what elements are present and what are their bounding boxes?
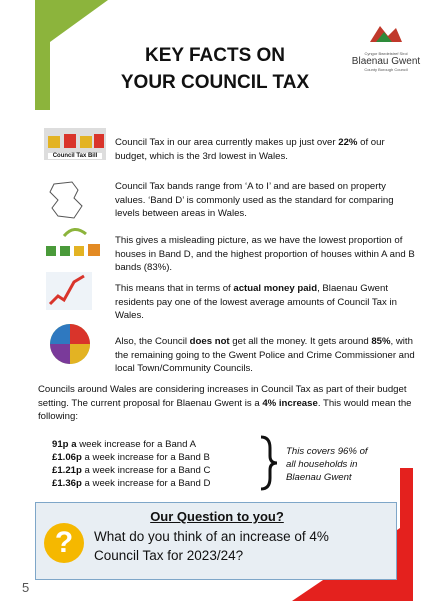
bold-text: 4% increase xyxy=(262,398,317,409)
icon-bill: Council Tax Bill xyxy=(44,128,106,160)
icon-label: Council Tax Bill xyxy=(48,153,102,159)
logo-bottom: County Borough Council xyxy=(350,67,422,72)
houses xyxy=(44,128,106,148)
icon-houses xyxy=(44,222,106,262)
page: KEY FACTS ON YOUR COUNCIL TAX Cyngor Bwr… xyxy=(0,0,427,601)
brace xyxy=(258,434,280,492)
item-text: This gives a misleading picture, as we h… xyxy=(115,234,415,275)
item-text: Also, the Council does not get all the m… xyxy=(115,335,415,376)
note: This covers 96% of all households in Bla… xyxy=(286,445,376,484)
bold-text: actual money paid xyxy=(233,283,317,294)
text: week increase for a Band A xyxy=(77,439,196,450)
logo-name: Blaenau Gwent xyxy=(350,56,422,67)
text: a week increase for a Band B xyxy=(82,452,210,463)
item-text: Council Tax bands range from ‘A to I’ an… xyxy=(115,180,415,221)
bold-text: 22% xyxy=(338,137,357,148)
icon-pie xyxy=(44,320,96,366)
title-line: YOUR COUNCIL TAX xyxy=(100,69,330,96)
increase: £1.36p a week increase for a Band D xyxy=(52,477,210,490)
text: Council Tax bands range from ‘A to I’ an… xyxy=(115,181,394,219)
amount: £1.36p xyxy=(52,478,82,489)
question-text: What do you think of an increase of 4% C… xyxy=(94,527,334,565)
page-number: 5 xyxy=(22,580,29,595)
logo-mark xyxy=(366,22,406,46)
text: This gives a misleading picture, as we h… xyxy=(115,235,415,273)
bold-text: does not xyxy=(190,336,230,347)
question-box: ? Our Question to you? What do you think… xyxy=(35,502,397,580)
text: a week increase for a Band C xyxy=(82,465,211,476)
intro: Councils around Wales are considering in… xyxy=(38,383,413,424)
increase: £1.06p a week increase for a Band B xyxy=(52,451,210,464)
item-text: Council Tax in our area currently makes … xyxy=(115,136,415,163)
amount: 91p a xyxy=(52,439,77,450)
icon-wales-map xyxy=(44,178,94,222)
amount: £1.21p xyxy=(52,465,82,476)
bold-text: 85% xyxy=(371,336,390,347)
increase: 91p a week increase for a Band A xyxy=(52,438,210,451)
amount: £1.06p xyxy=(52,452,82,463)
text: a week increase for a Band D xyxy=(82,478,211,489)
green-corner xyxy=(35,0,108,110)
item-text: This means that in terms of actual money… xyxy=(115,282,415,323)
logo: Cyngor Bwrdeistref Sirol Blaenau Gwent C… xyxy=(350,22,422,72)
title-line: KEY FACTS ON xyxy=(100,42,330,69)
increase: £1.21p a week increase for a Band C xyxy=(52,464,210,477)
text: get all the money. It gets around xyxy=(230,336,372,347)
text: Also, the Council xyxy=(115,336,190,347)
icon-graph xyxy=(44,270,94,312)
question-icon: ? xyxy=(44,523,84,563)
text: Council Tax in our area currently makes … xyxy=(115,137,338,148)
question-heading: Our Question to you? xyxy=(36,509,398,524)
title: KEY FACTS ON YOUR COUNCIL TAX xyxy=(100,42,330,96)
text: This means that in terms of xyxy=(115,283,233,294)
increase-list: 91p a week increase for a Band A £1.06p … xyxy=(52,438,210,490)
